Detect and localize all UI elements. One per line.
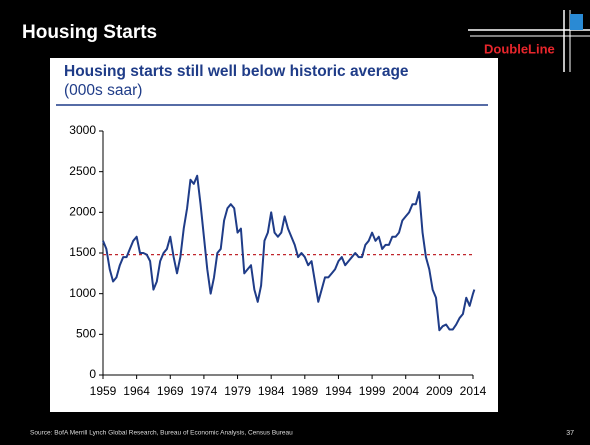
chart-subtitle: (000s saar) [64, 82, 142, 99]
x-tick-label: 1994 [325, 384, 352, 398]
y-tick-label: 0 [89, 367, 96, 381]
x-tick-label: 1974 [191, 384, 218, 398]
x-tick-label: 1964 [123, 384, 150, 398]
x-tick-label: 2014 [460, 384, 487, 398]
y-tick-label: 2500 [69, 164, 96, 178]
logo-text: DoubleLine [484, 41, 555, 56]
y-tick-label: 3000 [69, 123, 96, 137]
y-tick-label: 1000 [69, 286, 96, 300]
y-tick-label: 500 [76, 327, 96, 341]
y-tick-label: 2000 [69, 205, 96, 219]
source-note: Source: BofA Merrill Lynch Global Resear… [30, 430, 293, 437]
data-line [102, 174, 476, 332]
y-tick-label: 1500 [69, 245, 96, 259]
x-tick-label: 1959 [90, 384, 117, 398]
x-tick-label: 1984 [258, 384, 285, 398]
page-number: 37 [566, 430, 574, 437]
x-tick-label: 2009 [426, 384, 453, 398]
slide-title: Housing Starts [22, 22, 157, 43]
x-tick-label: 2004 [392, 384, 419, 398]
x-tick-label: 1979 [224, 384, 251, 398]
x-tick-label: 1999 [359, 384, 386, 398]
chart-title: Housing starts still well below historic… [64, 63, 409, 80]
logo-square [570, 14, 583, 30]
chart-panel [50, 58, 498, 412]
x-tick-label: 1989 [291, 384, 318, 398]
x-tick-label: 1969 [157, 384, 184, 398]
